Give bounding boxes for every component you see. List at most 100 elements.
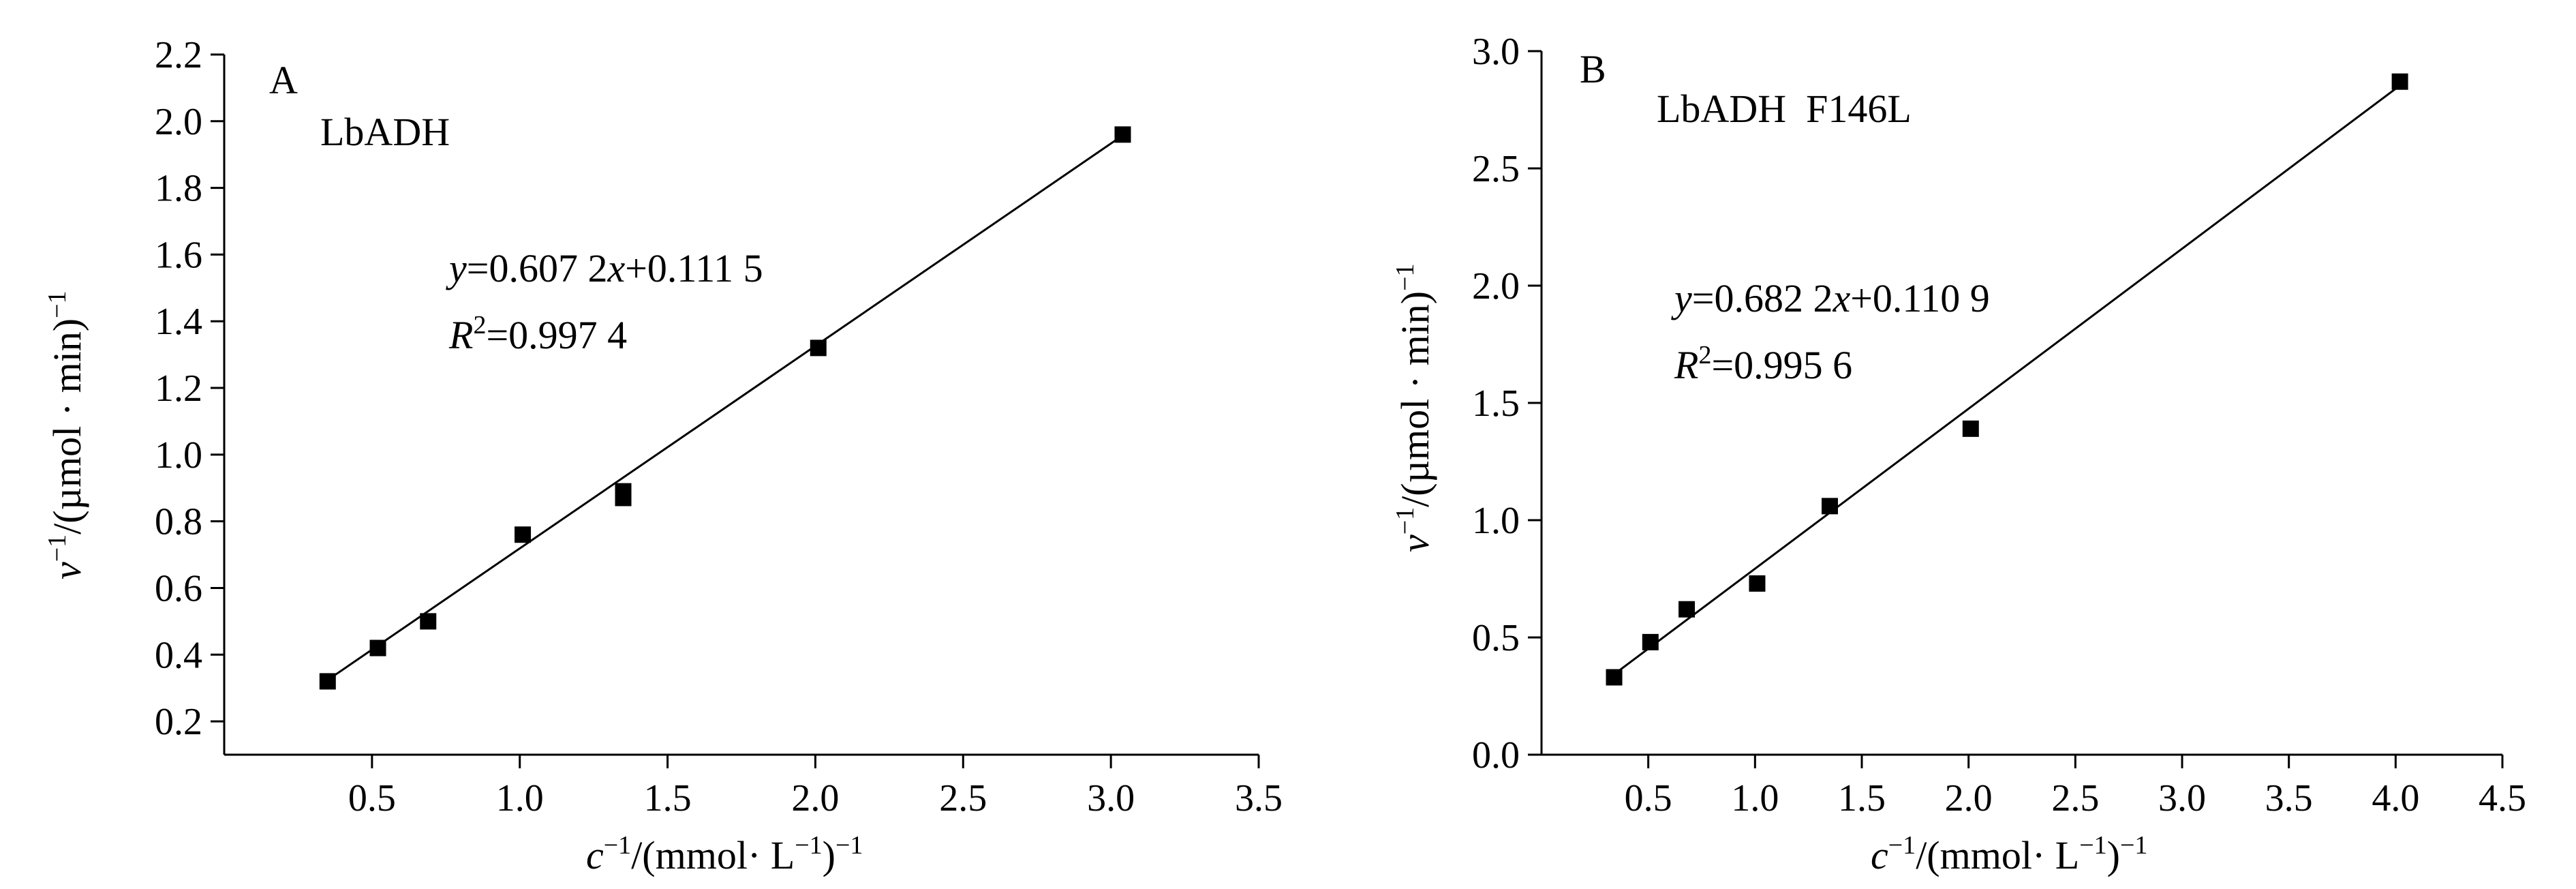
data-point (615, 489, 632, 507)
y-title-exp2: −1 (43, 290, 72, 318)
r-squared: R2=0.997 4 (448, 311, 627, 357)
r2-value: =0.997 4 (486, 313, 627, 357)
y-axis-title: v−1/(µmol · min)−1 (43, 290, 89, 579)
enzyme-label: LbADH (320, 110, 450, 154)
y-tick-label: 0.6 (155, 567, 202, 609)
y-tick-label: 0.0 (1472, 734, 1520, 777)
fit-line (1613, 85, 2401, 676)
x-tick-label: 3.5 (1235, 777, 1283, 819)
y-tick-label: 1.0 (1472, 500, 1520, 542)
x-tick-label: 4.5 (2479, 777, 2526, 819)
panel-letter: A (269, 58, 298, 102)
x-title-unit: /(mmol· L (631, 833, 795, 877)
y-tick-label: 2.5 (1472, 148, 1520, 190)
y-axis-title: v−1/(µmol · min)−1 (1391, 263, 1437, 552)
eq-var-y: y (1671, 276, 1692, 320)
eq-var-y: y (446, 246, 467, 290)
tick-marks (211, 53, 1260, 768)
y-tick-label: 1.8 (155, 168, 202, 210)
fit-line (326, 134, 1124, 681)
x-tick-label: 3.0 (2158, 777, 2206, 819)
tick-marks (1528, 50, 2504, 768)
y-tick-label: 0.2 (155, 701, 202, 743)
eq-intercept: +0.110 9 (1850, 276, 1990, 320)
x-tick-label: 0.5 (1625, 777, 1672, 819)
data-point (369, 639, 386, 657)
y-title-v: v (45, 562, 89, 579)
x-tick-label: 4.0 (2372, 777, 2419, 819)
x-tick-label: 1.0 (496, 777, 544, 819)
data-point (1749, 575, 1766, 592)
data-point (810, 340, 827, 357)
r2-value: =0.995 6 (1711, 343, 1852, 387)
r2-exp: 2 (473, 311, 486, 340)
y-tick-label: 1.5 (1472, 382, 1520, 425)
data-point (1606, 669, 1623, 686)
y-tick-label: 1.6 (155, 234, 202, 276)
x-tick-labels: 0.5 1.0 1.5 2.0 2.5 3.0 3.5 (348, 777, 1283, 819)
data-point (319, 673, 336, 690)
panel-letter: B (1580, 47, 1606, 91)
data-point (1822, 498, 1838, 515)
x-title-exp3: −1 (835, 831, 863, 860)
y-title-exp1: −1 (1391, 507, 1420, 534)
y-tick-label: 1.0 (155, 434, 202, 477)
eq-var-x: x (607, 246, 625, 290)
eq-slope: =0.607 2 (467, 246, 608, 290)
x-tick-label: 3.0 (1087, 777, 1135, 819)
x-tick-label: 1.5 (644, 777, 692, 819)
y-title-unit: /(µmol · min) (45, 318, 89, 534)
x-title-exp1: −1 (1888, 831, 1916, 860)
data-point (1114, 126, 1131, 143)
data-point (1678, 601, 1696, 618)
x-title-unit: /(mmol· L (1916, 833, 2079, 877)
data-point (515, 526, 532, 543)
y-tick-label: 2.0 (155, 101, 202, 143)
x-tick-labels: 0.5 1.0 1.5 2.0 2.5 3.0 3.5 4.0 4.5 (1625, 777, 2526, 819)
data-point (1642, 633, 1659, 650)
r2-r: R (448, 313, 473, 357)
x-tick-label: 1.0 (1731, 777, 1779, 819)
data-point (420, 613, 437, 630)
y-title-exp1: −1 (43, 534, 72, 562)
eq-intercept: +0.111 5 (625, 246, 763, 290)
r2-r: R (1674, 343, 1698, 387)
x-title-paren: ) (2107, 833, 2120, 877)
y-title-exp2: −1 (1391, 263, 1420, 290)
r-squared: R2=0.995 6 (1674, 341, 1852, 387)
x-title-exp3: −1 (2120, 831, 2147, 860)
y-tick-label: 2.2 (155, 34, 202, 76)
x-axis-title: c−1/(mmol· L−1)−1 (586, 831, 863, 877)
data-markers (1606, 73, 2408, 686)
x-tick-label: 2.0 (1945, 777, 1993, 819)
x-tick-label: 2.0 (791, 777, 839, 819)
panel-b: 0.5 1.0 1.5 2.0 2.5 3.0 3.5 4.0 4.5 0.0 0.5 1.0 1.5… (1391, 31, 2526, 877)
x-title-paren: ) (823, 833, 835, 877)
x-tick-label: 2.5 (2051, 777, 2099, 819)
eq-slope: =0.682 2 (1692, 276, 1833, 320)
data-markers (319, 126, 1131, 690)
x-tick-label: 0.5 (348, 777, 396, 819)
y-tick-labels: 0.0 0.5 1.0 1.5 2.0 2.5 3.0 (1472, 31, 1520, 777)
y-tick-labels: 0.2 0.4 0.6 0.8 1.0 1.2 1.4 1.6 1.8 2.0 2.2 (155, 34, 202, 743)
fit-equation: y=0.607 2x+0.111 5 (446, 246, 763, 290)
data-point (1962, 420, 1979, 437)
x-tick-label: 3.5 (2265, 777, 2313, 819)
fit-equation: y=0.682 2x+0.110 9 (1671, 276, 1990, 320)
y-tick-label: 1.4 (155, 301, 202, 343)
enzyme-label: LbADH F146L (1657, 87, 1912, 131)
panel-a: 0.5 1.0 1.5 2.0 2.5 3.0 3.5 0.2 0.4 0.6 0.8 1.0 1.2… (43, 34, 1283, 877)
y-tick-label: 0.8 (155, 501, 202, 543)
y-tick-label: 3.0 (1472, 31, 1520, 73)
y-title-v: v (1393, 534, 1437, 552)
y-tick-label: 0.4 (155, 634, 202, 676)
data-point (2391, 73, 2408, 90)
x-title-c: c (1871, 833, 1888, 877)
x-title-exp2: −1 (795, 831, 822, 860)
eq-var-x: x (1832, 276, 1850, 320)
r2-exp: 2 (1698, 341, 1711, 370)
x-tick-label: 2.5 (939, 777, 987, 819)
x-title-c: c (586, 833, 604, 877)
